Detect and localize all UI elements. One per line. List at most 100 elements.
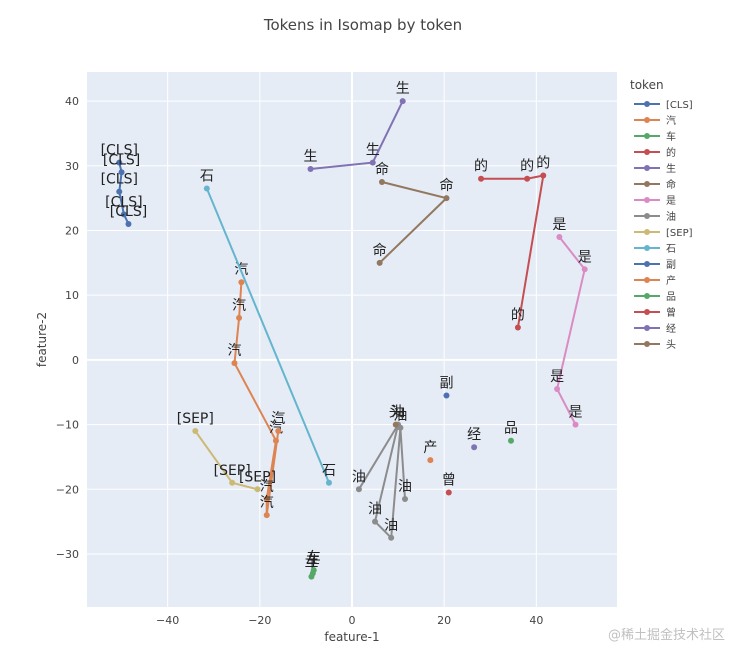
data-point: [231, 360, 238, 367]
x-tick-label: −40: [156, 614, 179, 627]
series-line-7: [358, 424, 406, 541]
x-tick-label: −20: [248, 614, 271, 627]
data-point: [514, 324, 521, 331]
legend-item-label[interactable]: 副: [666, 259, 676, 271]
point-label: 汽: [227, 343, 241, 359]
point-label: 油: [393, 408, 407, 424]
legend-item-label[interactable]: 石: [666, 244, 676, 255]
data-point: [275, 428, 282, 435]
chart-title: Tokens in Isomap by token: [263, 16, 462, 34]
legend-marker[interactable]: [644, 245, 650, 251]
legend-item-label[interactable]: 车: [666, 130, 676, 143]
y-tick-label: −10: [56, 419, 79, 432]
data-point: [399, 98, 406, 105]
y-tick-label: 0: [72, 354, 79, 367]
legend-marker[interactable]: [644, 213, 650, 219]
data-point: [478, 175, 485, 182]
legend-item-label[interactable]: 油: [666, 210, 676, 223]
legend-item-label[interactable]: 汽: [666, 114, 676, 127]
point-label: 的: [520, 159, 534, 175]
point-label: 生: [366, 143, 380, 159]
legend-item-label[interactable]: [CLS]: [666, 100, 693, 111]
x-axis-title: feature-1: [324, 630, 379, 644]
legend-item-label[interactable]: 品: [666, 291, 676, 303]
data-point: [120, 211, 127, 218]
legend-marker[interactable]: [644, 181, 650, 187]
y-tick-label: 20: [65, 224, 79, 237]
data-point: [203, 185, 210, 192]
legend-marker[interactable]: [644, 341, 650, 347]
series-line-9: [205, 188, 330, 484]
legend-marker[interactable]: [644, 165, 650, 171]
data-point: [581, 266, 588, 273]
y-tick-label: 10: [65, 289, 79, 302]
data-point: [229, 479, 236, 486]
legend-marker[interactable]: [644, 117, 650, 123]
data-point: [310, 567, 317, 574]
point-label: 油: [368, 502, 382, 518]
data-point: [116, 159, 123, 166]
point-label: 汽: [260, 479, 274, 495]
data-point: [263, 512, 270, 519]
legend-item-label[interactable]: 是: [666, 195, 676, 207]
x-tick-label: 0: [349, 614, 356, 627]
legend-marker[interactable]: [644, 293, 650, 299]
point-label: 油: [384, 518, 398, 534]
x-tick-label: 40: [529, 614, 543, 627]
y-tick-label: −30: [56, 548, 79, 561]
legend-marker[interactable]: [644, 229, 650, 235]
point-label: 曾: [442, 472, 456, 488]
data-point: [556, 233, 563, 240]
legend-marker[interactable]: [644, 277, 650, 283]
legend-marker[interactable]: [644, 101, 650, 107]
data-point: [263, 495, 270, 502]
point-label: 石: [322, 463, 336, 479]
legend-marker[interactable]: [644, 261, 650, 267]
legend-item-label[interactable]: 产: [666, 274, 676, 287]
watermark: @稀土掘金技术社区: [607, 628, 725, 643]
point-label: 是: [569, 405, 583, 421]
legend-item-label[interactable]: 生: [666, 162, 676, 175]
legend-item-label[interactable]: 经: [666, 322, 676, 335]
y-tick-label: 30: [65, 160, 79, 173]
point-label: [CLS]: [103, 152, 140, 168]
point-label: 命: [373, 242, 387, 259]
legend-item-label[interactable]: 的: [666, 146, 676, 159]
data-point: [125, 221, 132, 228]
point-label: [CLS]: [105, 194, 142, 210]
point-label: 的: [536, 156, 550, 172]
data-point: [378, 178, 385, 185]
data-point: [372, 518, 379, 525]
data-point: [471, 444, 478, 451]
point-label: [SEP]: [214, 463, 251, 479]
data-point: [254, 486, 261, 493]
x-tick-label: 20: [437, 614, 451, 627]
legend-item-label[interactable]: 命: [666, 178, 676, 191]
point-label: 汽: [232, 298, 246, 314]
legend-item-label[interactable]: 头: [666, 339, 676, 351]
point-label: 是: [578, 249, 592, 265]
y-tick-label: 40: [65, 95, 79, 108]
legend-marker[interactable]: [644, 309, 650, 315]
point-label: [CLS]: [110, 204, 147, 220]
legend-marker[interactable]: [644, 325, 650, 331]
data-point: [307, 166, 314, 173]
point-label: 命: [439, 177, 453, 194]
legend-marker[interactable]: [644, 197, 650, 203]
legend-marker[interactable]: [644, 149, 650, 155]
legend-marker[interactable]: [644, 133, 650, 139]
data-point: [443, 392, 450, 399]
point-label: [SEP]: [239, 469, 276, 485]
data-point: [445, 489, 452, 496]
legend-item-label[interactable]: 曾: [666, 306, 676, 319]
point-label: 命: [375, 161, 389, 178]
point-label: 副: [439, 375, 453, 391]
point-label: 品: [504, 421, 518, 437]
y-tick-label: −20: [56, 483, 79, 496]
series-line-3: [481, 174, 545, 328]
data-point: [192, 428, 199, 435]
legend-item-label[interactable]: [SEP]: [666, 228, 693, 239]
data-point: [116, 188, 123, 195]
point-label: 车: [307, 549, 321, 566]
